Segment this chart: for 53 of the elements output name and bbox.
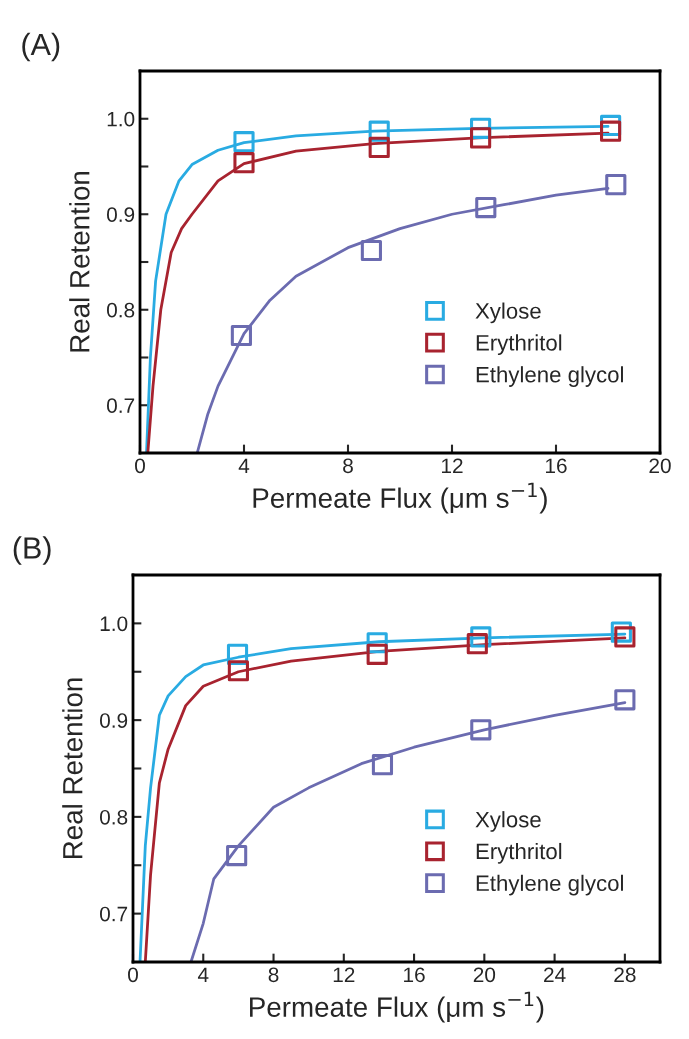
chart-title: (A) bbox=[22, 32, 60, 62]
x-tick-label: 8 bbox=[268, 967, 279, 983]
x-tick-label: 12 bbox=[442, 458, 463, 473]
point bbox=[226, 844, 248, 867]
y-tick-label: 0.8 bbox=[106, 302, 135, 318]
point bbox=[475, 196, 497, 219]
point bbox=[360, 239, 382, 262]
legend-label: Xylose bbox=[475, 302, 541, 324]
point bbox=[605, 174, 627, 196]
y-axis-title: Real Retention bbox=[69, 171, 90, 352]
y-tick-label: 0.9 bbox=[99, 713, 128, 728]
y-tick-label: 0.7 bbox=[106, 398, 135, 413]
point bbox=[230, 324, 252, 347]
chart-title: (B) bbox=[13, 536, 51, 565]
x-tick-label: 4 bbox=[197, 967, 209, 982]
x-tick-label: 20 bbox=[649, 458, 671, 474]
x-tick-label: 28 bbox=[614, 967, 636, 983]
point bbox=[233, 152, 255, 174]
x-tick-label: 20 bbox=[473, 967, 496, 983]
legend-label: Ethylene glycol bbox=[476, 874, 623, 896]
point bbox=[227, 660, 249, 682]
legend-label: Xylose bbox=[475, 811, 541, 832]
x-tick-label: 0 bbox=[135, 458, 145, 474]
y-tick-label: 1.0 bbox=[107, 111, 135, 127]
x-tick-label: 8 bbox=[343, 458, 353, 474]
point bbox=[470, 127, 492, 149]
x-axis-title: Permeate Flux (μm s$^{−1}$) bbox=[250, 991, 544, 1023]
point bbox=[470, 626, 492, 648]
point bbox=[466, 633, 488, 655]
x-tick-label: 0 bbox=[128, 967, 138, 983]
x-tick-label: 16 bbox=[546, 458, 567, 474]
legend-label: Ethylene glycol bbox=[476, 366, 623, 387]
y-tick-label: 0.8 bbox=[99, 809, 128, 825]
point bbox=[614, 689, 636, 711]
legend-label: Erythritol bbox=[476, 842, 562, 864]
point bbox=[366, 643, 388, 665]
y-tick-label: 0.9 bbox=[106, 207, 135, 222]
x-tick-label: 24 bbox=[544, 967, 566, 982]
y-tick-label: 0.7 bbox=[99, 906, 128, 922]
x-tick-label: 4 bbox=[238, 458, 250, 473]
x-axis-title: Permeate Flux (μm s$^{−1}$) bbox=[253, 482, 547, 514]
point bbox=[614, 626, 636, 648]
x-tick-label: 16 bbox=[404, 967, 425, 983]
legend-label: Erythritol bbox=[476, 334, 562, 356]
point bbox=[600, 120, 622, 142]
point bbox=[610, 621, 632, 643]
x-tick-label: 12 bbox=[333, 967, 355, 982]
y-axis-title: Real Retention bbox=[62, 678, 83, 859]
y-tick-label: 1.0 bbox=[100, 616, 128, 632]
point bbox=[371, 754, 394, 776]
point bbox=[233, 131, 255, 153]
point bbox=[470, 719, 492, 741]
point bbox=[368, 136, 390, 158]
